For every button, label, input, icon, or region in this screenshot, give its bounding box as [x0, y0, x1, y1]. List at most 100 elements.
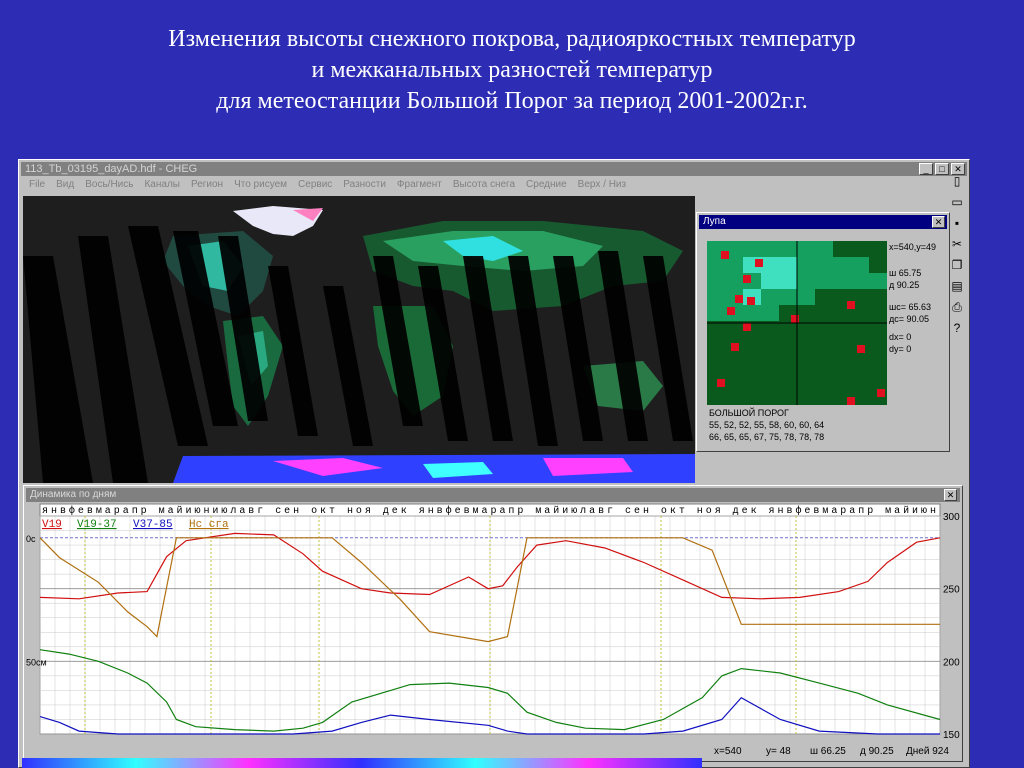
- menu-what-to-draw[interactable]: Что рисуем: [234, 179, 288, 190]
- slide-title-line: и межканальных разностей температур: [311, 57, 713, 83]
- menu-fragment[interactable]: Фрагмент: [396, 179, 442, 190]
- magnifier-cell: [761, 289, 779, 305]
- dynamics-window[interactable]: Динамика по дням ✕ 300 250 200 150 янвфевмар…: [23, 485, 963, 762]
- legend-item-0: V19: [42, 519, 62, 531]
- y-tick-label: 150: [943, 730, 960, 741]
- station-name: БОЛЬШОЙ ПОРОГ: [709, 408, 789, 418]
- dynamics-close-button[interactable]: ✕: [944, 489, 957, 501]
- menu-file[interactable]: File: [29, 179, 46, 190]
- paste-icon[interactable]: ▤: [951, 279, 963, 293]
- menu-view[interactable]: Вид: [56, 179, 75, 190]
- magnifier-red-pixel: [731, 343, 739, 351]
- legend-item-1: V19-37: [77, 519, 117, 531]
- cut-icon[interactable]: ✂: [951, 237, 963, 251]
- window-titlebar: 113_Tb_03195_dayAD.hdf - CHEG _ □ ✕: [21, 162, 967, 176]
- magnifier-red-pixel: [755, 259, 763, 267]
- series-line-0: [39, 532, 941, 600]
- help-icon[interactable]: ?: [953, 321, 961, 335]
- magnifier-cell: [707, 289, 725, 305]
- magnifier-cell-bright: [779, 273, 797, 289]
- maximize-button[interactable]: □: [935, 163, 949, 175]
- magnifier-cell: [815, 257, 833, 273]
- magnifier-dx: dx= 0: [889, 332, 912, 342]
- magnifier-title-text: Лупа: [703, 216, 726, 227]
- magnifier-cell: [707, 273, 725, 289]
- slide-title-line: для метеостанции Большой Порог за период…: [216, 88, 808, 114]
- magnifier-red-pixel: [743, 323, 751, 331]
- dynamics-status-bar: x=540 у= 48 ш 66.25 д 90.25 Дней 924: [24, 745, 960, 759]
- status-days: Дней 924: [906, 746, 949, 757]
- magnifier-cell: [797, 273, 815, 289]
- magnifier-cell: [725, 241, 743, 257]
- menu-ascending-descending[interactable]: Вось/Нись: [85, 179, 134, 190]
- world-map-image[interactable]: [23, 196, 695, 483]
- new-file-icon[interactable]: ▯: [953, 174, 961, 188]
- magnifier-cell: [761, 241, 779, 257]
- magnifier-cell: [815, 241, 833, 257]
- magnifier-coords: x=540,y=49: [889, 242, 937, 252]
- magnifier-red-pixel: [743, 275, 751, 283]
- magnifier-red-pixel: [857, 345, 865, 353]
- magnifier-red-pixel: [877, 389, 885, 397]
- magnifier-cell: [725, 273, 743, 289]
- series-line-1: [39, 649, 941, 732]
- series-line-3: [39, 537, 940, 643]
- magnifier-panel[interactable]: Лупа ✕ x=540,y=49 ш 65.75 д 90.25 шс= 65…: [696, 212, 950, 452]
- menu-differences[interactable]: Разности: [343, 179, 386, 190]
- magnifier-red-pixel: [847, 301, 855, 309]
- open-folder-icon[interactable]: ▭: [951, 195, 963, 209]
- magnifier-cell: [779, 289, 797, 305]
- magnifier-dy: dy= 0: [889, 344, 912, 354]
- magnifier-red-pixel: [727, 307, 735, 315]
- status-lat: ш 66.25: [810, 746, 846, 757]
- menu-averages[interactable]: Средние: [526, 179, 567, 190]
- save-icon[interactable]: ▪: [954, 216, 960, 230]
- station-values-row-2: 66, 65, 65, 67, 75, 78, 78, 78: [709, 432, 825, 442]
- menu-top-bottom[interactable]: Верх / Низ: [577, 179, 627, 190]
- y-tick-label: 250: [943, 585, 960, 596]
- magnifier-cell: [707, 257, 725, 273]
- magnifier-cell: [797, 289, 815, 305]
- magnifier-cell: [851, 257, 869, 273]
- magnifier-lat: ш 65.75: [889, 268, 922, 278]
- menu-snow-height[interactable]: Высота снега: [452, 179, 516, 190]
- status-x: x=540: [714, 746, 742, 757]
- magnifier-cell-bright: [761, 257, 779, 273]
- menu-channels[interactable]: Каналы: [144, 179, 180, 190]
- slide-title: Изменения высоты снежного покрова, радио…: [0, 24, 1024, 117]
- minimize-button[interactable]: _: [919, 163, 933, 175]
- status-lon: д 90.25: [860, 746, 894, 757]
- menu-bar: File Вид Вось/Нись Каналы Регион Что рис…: [21, 177, 945, 193]
- magnifier-red-pixel: [847, 397, 855, 405]
- magnifier-cell: [851, 273, 869, 289]
- magnifier-cell: [743, 305, 761, 321]
- world-map-svg: [23, 196, 695, 483]
- magnifier-cell: [797, 241, 815, 257]
- dynamics-titlebar: Динамика по дням ✕: [26, 488, 960, 502]
- magnifier-cell: [761, 305, 779, 321]
- right-toolbar: ▯ ▭ ▪ ✂ ❐ ▤ ⎙ ?: [947, 170, 967, 370]
- magnifier-station: БОЛЬШОЙ ПОРОГ 55, 52, 52, 55, 58, 60, 60…: [709, 407, 824, 443]
- app-window: 113_Tb_03195_dayAD.hdf - CHEG _ □ ✕ File…: [18, 159, 970, 768]
- magnifier-cell-bright: [761, 273, 779, 289]
- magnifier-grid[interactable]: [707, 241, 887, 405]
- menu-region[interactable]: Регион: [190, 179, 224, 190]
- magnifier-close-button[interactable]: ✕: [932, 216, 945, 228]
- magnifier-cell-bright: [779, 257, 797, 273]
- copy-icon[interactable]: ❐: [951, 258, 963, 272]
- magnifier-sc: шс= 65.63: [889, 302, 931, 312]
- magnifier-dc: дс= 90.05: [889, 314, 930, 324]
- magnifier-cell: [815, 273, 833, 289]
- print-icon[interactable]: ⎙: [952, 300, 962, 314]
- magnifier-red-pixel: [717, 379, 725, 387]
- window-title: 113_Tb_03195_dayAD.hdf - CHEG: [25, 163, 198, 175]
- fifty-cm-label: 50см: [26, 657, 47, 667]
- magnifier-cell: [833, 257, 851, 273]
- close-button[interactable]: ✕: [951, 163, 965, 175]
- magnifier-red-pixel: [747, 297, 755, 305]
- menu-service[interactable]: Сервис: [298, 179, 333, 190]
- bottom-map-strip: [22, 758, 702, 768]
- legend-item-2: V37-85: [133, 519, 173, 531]
- slide-title-line: Изменения высоты снежного покрова, радио…: [168, 26, 856, 52]
